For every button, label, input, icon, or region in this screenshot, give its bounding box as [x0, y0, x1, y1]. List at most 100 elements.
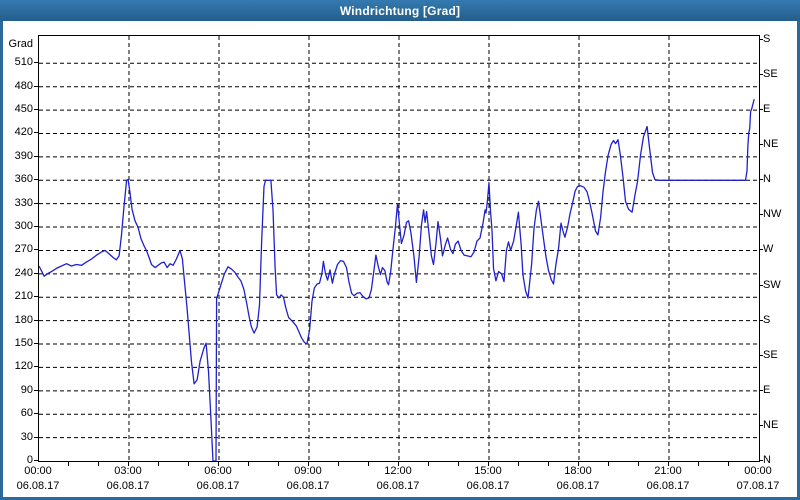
x-axis-minor-tick	[188, 462, 189, 466]
y-left-tick-label: 120	[14, 360, 33, 373]
window-titlebar: Windrichtung [Grad]	[0, 0, 800, 21]
y-left-tick-label: 180	[14, 313, 33, 326]
x-axis-minor-tick	[338, 462, 339, 466]
y-axis-unit-label: Grad	[8, 38, 33, 50]
x-axis-date-label: 06.08.17	[376, 480, 420, 492]
y-left-tick-label: 300	[14, 220, 33, 233]
x-axis-minor-tick	[428, 462, 429, 466]
x-axis-minor-tick	[128, 462, 129, 466]
y-left-tick-label: 360	[14, 173, 33, 186]
y-right-tick	[759, 424, 763, 426]
y-right-tick	[759, 73, 763, 75]
y-left-tick-label: 510	[14, 56, 33, 69]
y-left-tick-label: 30	[20, 430, 33, 443]
y-left-tick-label: 270	[14, 243, 33, 256]
x-axis-minor-tick	[668, 462, 669, 466]
x-axis-minor-tick	[728, 462, 729, 466]
y-right-tick	[759, 284, 763, 286]
y-left-tick-label: 450	[14, 103, 33, 116]
y-left-tick	[34, 132, 38, 134]
y-right-tick-label: N	[763, 454, 771, 466]
plot-area[interactable]	[38, 35, 760, 462]
y-right-tick	[759, 109, 763, 111]
y-right-tick	[759, 144, 763, 146]
x-axis-date-label: 06.08.17	[646, 480, 690, 492]
y-right-tick-label: NW	[763, 208, 782, 221]
x-axis-date-label: 06.08.17	[106, 480, 150, 492]
y-left-tick	[34, 366, 38, 368]
y-right-tick	[759, 319, 763, 321]
x-axis-minor-tick	[308, 462, 309, 466]
x-axis-minor-tick	[518, 462, 519, 466]
y-right-tick	[759, 38, 763, 40]
x-axis-minor-tick	[158, 462, 159, 466]
y-left-tick-label: 330	[14, 196, 33, 209]
x-axis-minor-tick	[218, 462, 219, 466]
x-axis-minor-tick	[68, 462, 69, 466]
y-right-tick-label: S	[763, 32, 771, 45]
y-left-tick	[34, 296, 38, 298]
y-left-tick	[34, 249, 38, 251]
y-left-tick-label: 480	[14, 79, 33, 92]
x-axis-date-label: 06.08.17	[196, 480, 240, 492]
x-axis-time-label: 00:00	[24, 465, 52, 477]
x-axis-date-label: 07.08.17	[736, 480, 780, 492]
y-right-tick-label: SE	[763, 67, 778, 80]
y-right-tick-label: W	[763, 243, 774, 256]
y-left-tick-label: 0	[26, 454, 33, 466]
y-right-tick-label: SE	[763, 348, 778, 361]
x-axis-minor-tick	[398, 462, 399, 466]
x-axis-minor-tick	[278, 462, 279, 466]
x-axis-date-label: 06.08.17	[286, 480, 330, 492]
y-right-tick-label: SW	[763, 278, 781, 291]
x-axis-minor-tick	[368, 462, 369, 466]
x-axis-date-label: 06.08.17	[466, 480, 510, 492]
window-title: Windrichtung [Grad]	[339, 3, 461, 18]
x-axis-date-label: 06.08.17	[556, 480, 600, 492]
x-axis-minor-tick	[98, 462, 99, 466]
x-axis-time-label: 03:00	[114, 465, 142, 477]
x-axis-minor-tick	[458, 462, 459, 466]
y-right-tick	[759, 389, 763, 391]
y-right-tick-label: S	[763, 313, 771, 326]
y-left-tick	[34, 436, 38, 438]
y-left-tick-label: 60	[20, 407, 33, 420]
y-left-tick-label: 210	[14, 290, 33, 303]
y-right-tick	[759, 249, 763, 251]
y-left-tick	[34, 85, 38, 87]
y-left-tick	[34, 389, 38, 391]
x-axis-time-label: 15:00	[474, 465, 502, 477]
x-axis-time-label: 00:00	[744, 465, 772, 477]
y-right-tick-label: NE	[763, 418, 779, 431]
x-axis-minor-tick	[488, 462, 489, 466]
y-left-tick	[34, 413, 38, 415]
x-axis-minor-tick	[248, 462, 249, 466]
x-axis-minor-tick	[548, 462, 549, 466]
y-left-tick	[34, 319, 38, 321]
y-left-tick-label: 390	[14, 149, 33, 162]
y-left-tick	[34, 62, 38, 64]
y-right-tick-label: E	[763, 383, 771, 396]
y-left-tick-label: 420	[14, 126, 33, 139]
x-axis-time-label: 21:00	[654, 465, 682, 477]
y-left-tick	[34, 109, 38, 111]
y-right-tick	[759, 179, 763, 181]
y-left-tick-label: 150	[14, 337, 33, 350]
y-left-tick	[34, 460, 38, 461]
y-right-tick	[759, 214, 763, 216]
x-axis-minor-tick	[638, 462, 639, 466]
x-axis-time-label: 06:00	[204, 465, 232, 477]
chart-content-area: Grad 0 30 60 90 120 150 180 210 240 270 300 330 360 3…	[3, 21, 797, 497]
y-left-tick	[34, 343, 38, 345]
x-axis-minor-tick	[698, 462, 699, 466]
chart-svg	[38, 36, 759, 462]
y-left-tick-label: 90	[20, 383, 33, 396]
y-right-tick-label: N	[763, 173, 771, 186]
y-left-tick	[34, 202, 38, 204]
y-right-tick-label: NE	[763, 138, 779, 151]
x-axis-time-label: 09:00	[294, 465, 322, 477]
x-axis-minor-tick	[608, 462, 609, 466]
x-axis-minor-tick	[578, 462, 579, 466]
y-right-tick-label: E	[763, 103, 771, 116]
